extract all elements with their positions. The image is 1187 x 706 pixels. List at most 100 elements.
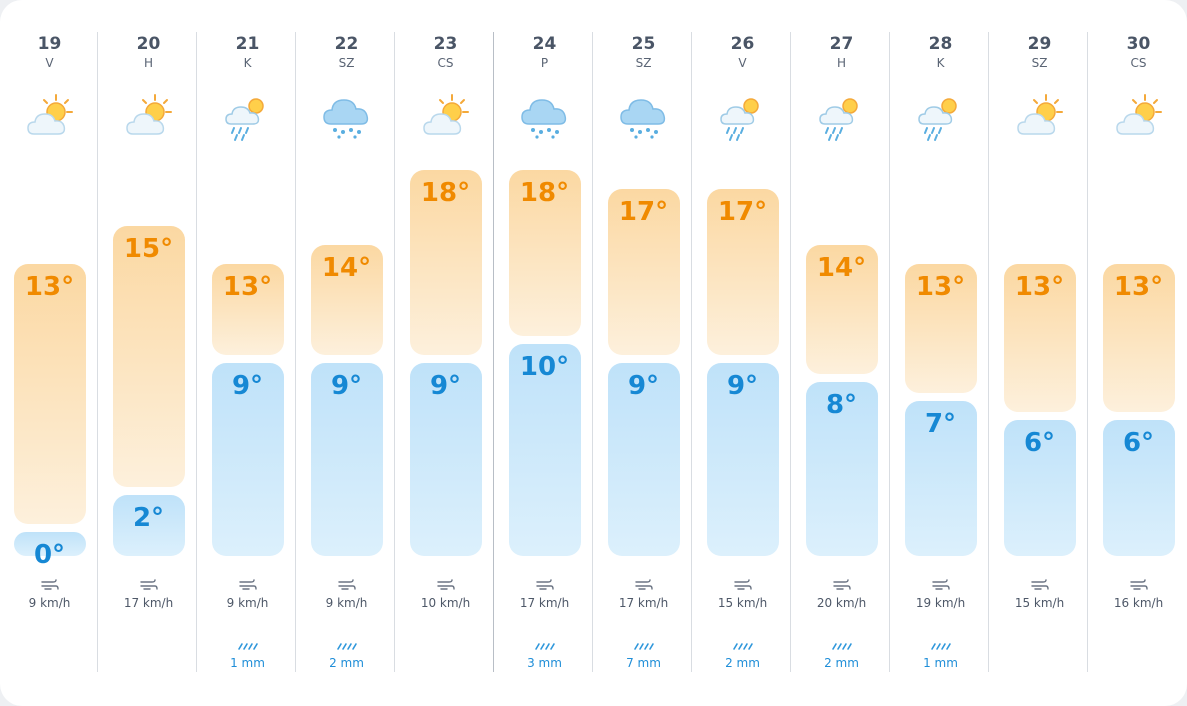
- sun-rain-icon: [915, 90, 967, 142]
- day-number: 22: [334, 34, 359, 54]
- min-temp-bar: 6°: [1003, 419, 1076, 556]
- day-name: V: [45, 56, 54, 70]
- max-temp-bar: 17°: [706, 188, 779, 356]
- max-temp: 13°: [222, 272, 273, 302]
- wind-speed: 9 km/h: [28, 596, 71, 610]
- wind-speed: 16 km/h: [1113, 596, 1164, 610]
- day-number: 30: [1126, 34, 1151, 54]
- min-temp: 7°: [924, 408, 957, 439]
- max-temp: 13°: [915, 272, 966, 302]
- wind-icon: [337, 577, 356, 591]
- day-number: 21: [235, 34, 260, 54]
- wind-speed: 17 km/h: [618, 596, 669, 610]
- wind-icon: [931, 577, 950, 591]
- max-temp: 18°: [420, 178, 471, 208]
- wind-icon: [832, 577, 851, 591]
- wind-speed: 15 km/h: [1014, 596, 1065, 610]
- day-name: V: [738, 56, 747, 70]
- day-number: 28: [928, 34, 953, 54]
- forecast-day-column[interactable]: 24 P 18° 10° 17 km/h 3 mm: [495, 0, 594, 706]
- column-divider: [790, 32, 791, 672]
- wind-speed: 10 km/h: [420, 596, 471, 610]
- min-temp: 2°: [132, 502, 165, 533]
- forecast-day-column[interactable]: 27 H 14° 8° 20 km/h 2 mm: [792, 0, 891, 706]
- sun-rain-icon: [222, 90, 274, 142]
- min-temp-bar: 9°: [409, 363, 482, 556]
- rain-amount: 2 mm: [329, 656, 364, 670]
- min-temp-bar: 0°: [13, 532, 86, 570]
- min-temp-bar: 9°: [310, 363, 383, 556]
- max-temp: 15°: [123, 234, 174, 265]
- rain-amount-icon: [930, 636, 952, 650]
- day-name: K: [243, 56, 252, 70]
- forecast-day-column[interactable]: 30 CS 13° 6° 16 km/h: [1089, 0, 1187, 706]
- rain-amount: 2 mm: [824, 656, 859, 670]
- min-temp-bar: 6°: [1102, 419, 1175, 556]
- min-temp-bar: 2°: [112, 494, 185, 556]
- max-temp-bar: 18°: [508, 170, 581, 337]
- max-temp: 14°: [321, 253, 372, 284]
- column-divider: [988, 32, 989, 672]
- day-number: 29: [1027, 34, 1052, 54]
- min-temp: 9°: [231, 371, 264, 402]
- day-number: 24: [532, 34, 557, 54]
- partly-cloudy-icon: [420, 90, 472, 142]
- forecast-day-column[interactable]: 20 H 15° 2° 17 km/h: [99, 0, 198, 706]
- min-temp: 6°: [1023, 427, 1056, 458]
- min-temp: 6°: [1122, 427, 1155, 458]
- wind-icon: [139, 577, 158, 591]
- column-divider: [295, 32, 296, 672]
- partly-cloudy-icon: [1113, 90, 1165, 142]
- max-temp: 13°: [1113, 272, 1164, 302]
- wind-speed: 9 km/h: [325, 596, 368, 610]
- forecast-day-column[interactable]: 22 SZ 14° 9° 9 km/h 2 mm: [297, 0, 396, 706]
- rain-amount-icon: [633, 636, 655, 650]
- max-temp: 14°: [816, 253, 867, 284]
- rain-amount: 1 mm: [230, 656, 265, 670]
- min-temp: 9°: [726, 371, 759, 402]
- rain-amount: 1 mm: [923, 656, 958, 670]
- max-temp-bar: 15°: [112, 226, 185, 487]
- partly-cloudy-icon: [24, 90, 76, 142]
- wind-icon: [1030, 577, 1049, 591]
- max-temp-bar: 14°: [310, 245, 383, 356]
- max-temp-bar: 14°: [805, 245, 878, 374]
- partly-cloudy-icon: [123, 90, 175, 142]
- rain-amount: 7 mm: [626, 656, 661, 670]
- forecast-day-column[interactable]: 26 V 17° 9° 15 km/h 2 mm: [693, 0, 792, 706]
- day-name: SZ: [1031, 56, 1048, 70]
- wind-speed: 9 km/h: [226, 596, 269, 610]
- day-number: 26: [730, 34, 755, 54]
- column-divider: [394, 32, 395, 672]
- rain-amount-icon: [732, 636, 754, 650]
- forecast-day-column[interactable]: 25 SZ 17° 9° 17 km/h 7 mm: [594, 0, 693, 706]
- rain-amount: 3 mm: [527, 656, 562, 670]
- column-divider: [691, 32, 692, 672]
- day-name: CS: [1130, 56, 1147, 70]
- min-temp: 9°: [330, 371, 363, 402]
- forecast-day-column[interactable]: 21 K 13° 9° 9 km/h 1 mm: [198, 0, 297, 706]
- day-name: CS: [437, 56, 454, 70]
- forecast-day-column[interactable]: 28 K 13° 7° 19 km/h 1 mm: [891, 0, 990, 706]
- max-temp-bar: 13°: [904, 264, 977, 393]
- min-temp-bar: 9°: [706, 363, 779, 556]
- min-temp-bar: 8°: [805, 382, 878, 556]
- wind-speed: 17 km/h: [123, 596, 174, 610]
- min-temp-bar: 10°: [508, 344, 581, 556]
- max-temp-bar: 13°: [1102, 264, 1175, 412]
- max-temp: 17°: [618, 196, 669, 227]
- day-name: SZ: [338, 56, 355, 70]
- max-temp-bar: 13°: [1003, 264, 1076, 412]
- wind-speed: 17 km/h: [519, 596, 570, 610]
- column-divider: [97, 32, 98, 672]
- day-name: SZ: [635, 56, 652, 70]
- forecast-day-column[interactable]: 29 SZ 13° 6° 15 km/h: [990, 0, 1089, 706]
- column-divider: [592, 32, 593, 672]
- forecast-day-column[interactable]: 23 CS 18° 9° 10 km/h: [396, 0, 495, 706]
- wind-icon: [238, 577, 257, 591]
- forecast-day-column[interactable]: 19 V 13° 0° 9 km/h: [0, 0, 99, 706]
- min-temp-bar: 9°: [211, 363, 284, 556]
- wind-speed: 20 km/h: [816, 596, 867, 610]
- column-divider: [1087, 32, 1088, 672]
